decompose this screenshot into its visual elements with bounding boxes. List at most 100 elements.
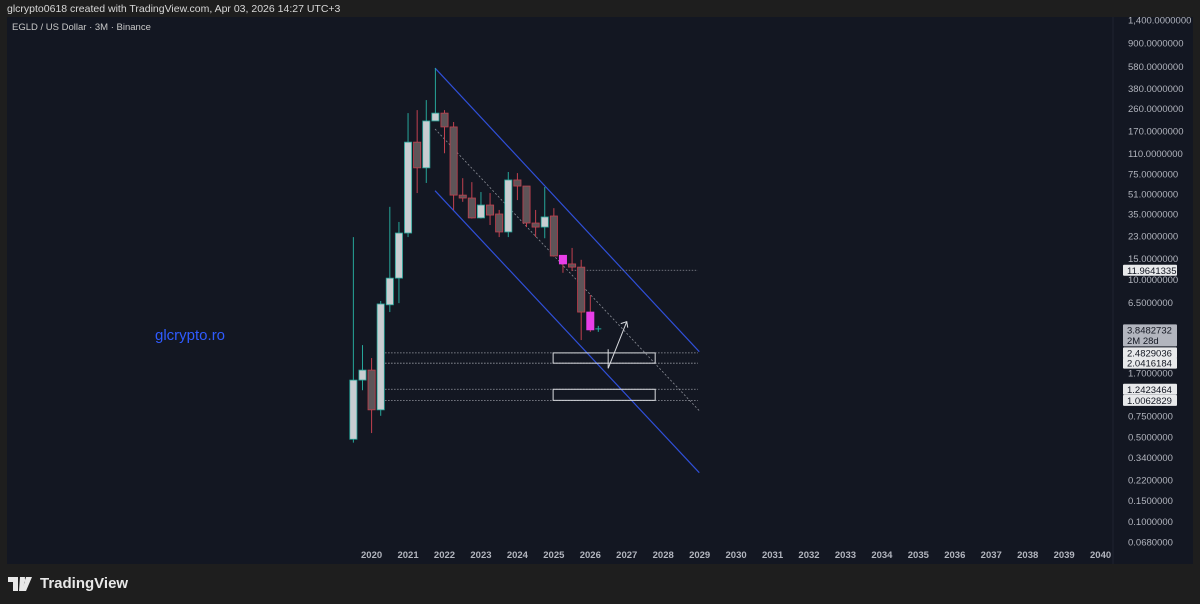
support-zone-box xyxy=(552,352,656,364)
y-axis-tick: 10.0000000 xyxy=(1128,275,1178,286)
candle xyxy=(540,187,549,239)
candle xyxy=(531,209,540,238)
y-axis-tick: 110.0000000 xyxy=(1128,149,1183,160)
price-tag-value: 3.8482732 xyxy=(1127,325,1172,336)
x-axis-tick: 2021 xyxy=(397,550,419,561)
candle-body xyxy=(349,379,358,440)
price-tag-bg xyxy=(1123,264,1177,276)
candle-body xyxy=(568,263,577,268)
candle xyxy=(440,110,449,154)
tradingview-logo-icon xyxy=(8,576,32,591)
candle-body xyxy=(531,222,540,228)
candle xyxy=(504,172,513,238)
x-axis-tick: 2035 xyxy=(908,550,930,561)
candle-body xyxy=(549,215,558,257)
candle xyxy=(568,247,577,271)
candle-body xyxy=(495,213,504,233)
x-axis-tick: 2026 xyxy=(580,550,601,561)
candle xyxy=(376,300,385,416)
candle-body xyxy=(422,120,431,169)
candle-body xyxy=(558,254,567,265)
candle-body xyxy=(577,266,586,313)
y-axis-tick: 0.3400000 xyxy=(1128,453,1173,464)
y-axis-tick: 0.1000000 xyxy=(1128,517,1173,528)
x-axis-tick: 2029 xyxy=(689,550,710,561)
channel-upper-line xyxy=(434,67,700,353)
candle-body xyxy=(394,232,403,279)
x-axis-tick: 2037 xyxy=(981,550,1002,561)
y-axis-tick: 51.0000000 xyxy=(1128,190,1178,201)
candle-body xyxy=(486,204,495,216)
candle-body xyxy=(358,369,367,381)
y-axis-tick: 1,400.0000000 xyxy=(1128,16,1191,27)
candle xyxy=(404,113,413,238)
tradingview-logo[interactable]: TradingView xyxy=(8,575,128,592)
price-tag: 1.0062829 xyxy=(1123,394,1177,407)
price-tag-value: 2.0416184 xyxy=(1127,359,1172,370)
candle xyxy=(522,185,531,228)
y-axis-tick: 260.0000000 xyxy=(1128,104,1183,115)
x-axis-tick: 2023 xyxy=(470,550,491,561)
candle xyxy=(413,110,422,194)
y-axis-tick: 380.0000000 xyxy=(1128,84,1183,95)
price-tag: 2.0416184 xyxy=(1123,357,1177,370)
candle xyxy=(458,178,467,202)
candle-body xyxy=(467,197,476,219)
y-axis-tick: 900.0000000 xyxy=(1128,39,1183,50)
candle xyxy=(385,206,394,313)
x-axis-tick: 2027 xyxy=(616,550,637,561)
candle-body xyxy=(504,179,513,233)
x-axis-tick: 2020 xyxy=(361,550,382,561)
candle-body xyxy=(431,112,440,122)
candle xyxy=(349,237,358,443)
x-axis-tick: 2040 xyxy=(1090,550,1111,561)
x-axis-tick: 2032 xyxy=(798,550,819,561)
x-axis-tick: 2031 xyxy=(762,550,784,561)
candle xyxy=(549,208,558,257)
price-tag-bg xyxy=(1123,357,1177,369)
candle-body xyxy=(385,277,394,306)
y-axis-tick: 23.0000000 xyxy=(1128,231,1178,242)
channel-lower-line xyxy=(434,190,700,474)
x-axis-tick: 2024 xyxy=(507,550,529,561)
y-axis-tick: 580.0000000 xyxy=(1128,62,1183,73)
price-tag-value: 11.9641335 xyxy=(1127,266,1177,277)
x-axis-tick: 2038 xyxy=(1017,550,1038,561)
candle xyxy=(431,68,440,122)
countdown-label: 2M 28d xyxy=(1127,336,1159,347)
channel-midline xyxy=(434,128,700,412)
candle xyxy=(358,345,367,391)
price-tag-bg xyxy=(1123,394,1177,406)
y-axis-tick: 0.5000000 xyxy=(1128,433,1173,444)
y-axis-tick: 0.0680000 xyxy=(1128,537,1173,548)
candle xyxy=(476,192,485,219)
candle xyxy=(422,100,431,183)
y-axis-tick: 0.2200000 xyxy=(1128,476,1173,487)
candle xyxy=(467,182,476,219)
chart-panel[interactable] xyxy=(7,17,1193,564)
price-tag-value: 1.0062829 xyxy=(1127,396,1172,407)
x-axis-tick: 2036 xyxy=(944,550,965,561)
candle xyxy=(513,173,522,201)
y-axis-tick: 170.0000000 xyxy=(1128,126,1183,137)
candle-body xyxy=(522,185,531,224)
x-axis-tick: 2034 xyxy=(871,550,893,561)
candle xyxy=(577,259,586,341)
candle xyxy=(495,209,504,238)
watermark: glcrypto.ro xyxy=(155,327,226,344)
y-axis-tick: 35.0000000 xyxy=(1128,209,1178,220)
y-axis-tick: 0.1500000 xyxy=(1128,496,1173,507)
crosshair-marker-icon xyxy=(595,325,602,332)
symbol-title: EGLD / US Dollar · 3M · Binance xyxy=(12,22,151,33)
y-axis-tick: 1.7000000 xyxy=(1128,368,1173,379)
candle-body xyxy=(449,126,458,196)
price-tag: 2.4829036 xyxy=(1123,347,1177,359)
y-axis-tick: 75.0000000 xyxy=(1128,169,1178,180)
candle xyxy=(449,121,458,210)
candle-body xyxy=(367,369,376,411)
candle-body xyxy=(540,216,549,228)
x-axis-tick: 2039 xyxy=(1054,550,1075,561)
candle-body xyxy=(440,112,449,128)
